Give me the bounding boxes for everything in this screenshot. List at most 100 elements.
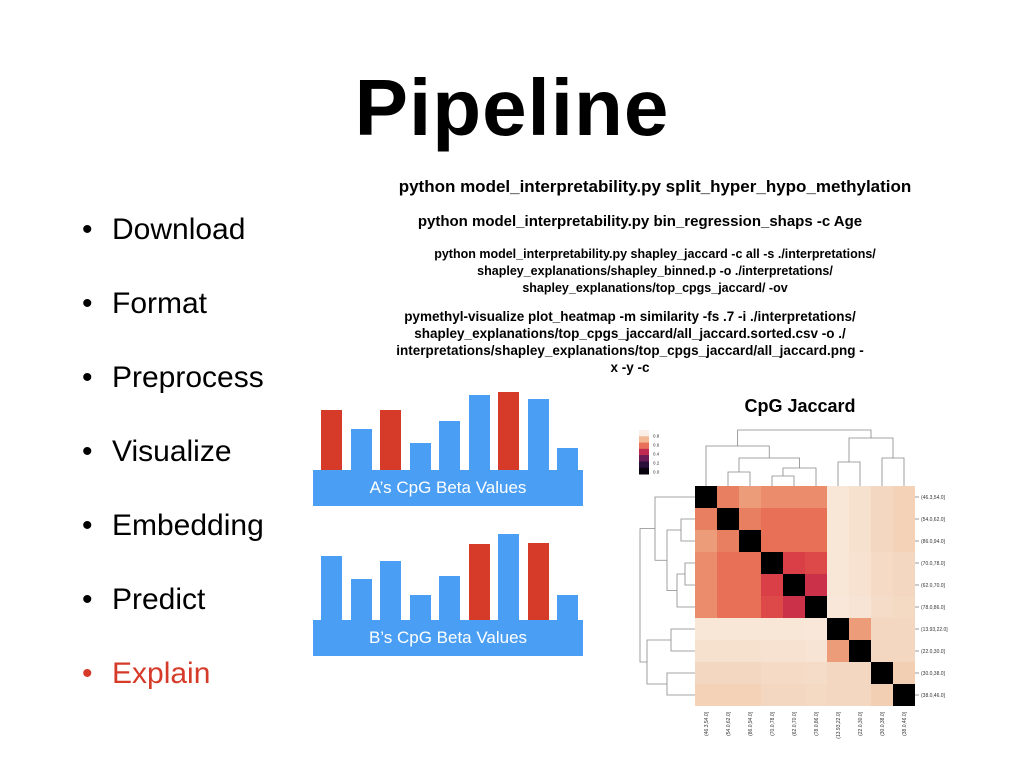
heatmap-cell bbox=[739, 574, 761, 596]
heatmap-cell bbox=[695, 486, 717, 508]
heatmap-cell bbox=[717, 508, 739, 530]
dendrogram-top-link bbox=[727, 471, 751, 486]
command-split-hyper-hypo: python model_interpretability.py split_h… bbox=[398, 177, 912, 196]
heatmap-cell bbox=[739, 552, 761, 574]
heatmap-cell bbox=[805, 486, 827, 508]
heatmap-cell bbox=[695, 552, 717, 574]
bullet-dot-icon: • bbox=[82, 509, 93, 542]
heatmap-cell bbox=[761, 508, 783, 530]
heatmap-cell bbox=[827, 662, 849, 684]
a-cpg-beta-label: A’s CpG Beta Values bbox=[313, 470, 583, 506]
bullet-label: Preprocess bbox=[112, 361, 264, 394]
heatmap-cell bbox=[893, 486, 915, 508]
command-line: interpretations/shapley_explanations/top… bbox=[396, 343, 864, 358]
heatmap-cell bbox=[717, 662, 739, 684]
dendrogram-top-link bbox=[705, 445, 770, 486]
command-line: python model_interpretability.py shapley… bbox=[434, 247, 876, 261]
heatmap-cell bbox=[849, 640, 871, 662]
b-cpg-bar bbox=[527, 543, 549, 620]
heatmap-cell bbox=[761, 618, 783, 640]
heatmap-cell bbox=[805, 684, 827, 706]
b-cpg-bar bbox=[468, 544, 490, 620]
heatmap-cell bbox=[695, 662, 717, 684]
heatmap-cell bbox=[849, 662, 871, 684]
heatmap-cell bbox=[849, 552, 871, 574]
heatmap-cell bbox=[761, 596, 783, 618]
heatmap-col-label: (13.93,22.0] bbox=[836, 711, 842, 738]
heatmap-cell bbox=[739, 508, 761, 530]
heatmap-cell bbox=[695, 530, 717, 552]
heatmap-cell bbox=[805, 552, 827, 574]
bullet-label: Visualize bbox=[112, 435, 232, 468]
bullet-label: Download bbox=[112, 213, 246, 246]
b-cpg-bar bbox=[380, 561, 401, 620]
heatmap-cell bbox=[849, 684, 871, 706]
command-line: shapley_explanations/top_cpgs_jaccard/al… bbox=[414, 326, 846, 341]
heatmap-cell bbox=[805, 618, 827, 640]
colorbar-tick-label: 0.0 bbox=[653, 470, 660, 475]
colorbar-tick-label: 0.4 bbox=[653, 452, 660, 457]
heatmap-cell bbox=[893, 640, 915, 662]
heatmap-cell bbox=[827, 508, 849, 530]
command-line: shapley_explanations/top_cpgs_jaccard/ -… bbox=[522, 281, 788, 295]
heatmap-cell bbox=[783, 552, 805, 574]
a-cpg-bar bbox=[321, 410, 342, 470]
heatmap-cell bbox=[761, 574, 783, 596]
heatmap-cell bbox=[893, 508, 915, 530]
heatmap-cell bbox=[893, 618, 915, 640]
heatmap-cell bbox=[695, 574, 717, 596]
bullet-item-visualize: • Visualize bbox=[82, 430, 264, 504]
heatmap-cell bbox=[871, 574, 893, 596]
heatmap-row-label: (38.0,46.0] bbox=[921, 693, 946, 699]
heatmap-col-label: (62.0,70.0] bbox=[792, 711, 798, 736]
colorbar-band bbox=[639, 448, 649, 456]
heatmap-cell bbox=[827, 530, 849, 552]
colorbar-band bbox=[639, 467, 649, 475]
heatmap-cell bbox=[805, 530, 827, 552]
bullet-label: Predict bbox=[112, 583, 206, 616]
heatmap-cell bbox=[849, 618, 871, 640]
bullet-dot-icon: • bbox=[82, 361, 93, 394]
a-cpg-bar bbox=[350, 429, 372, 470]
heatmap-col-label: (78.0,86.0] bbox=[814, 711, 820, 736]
heatmap-cell bbox=[871, 684, 893, 706]
heatmap-cell bbox=[805, 574, 827, 596]
heatmap-title: CpG Jaccard bbox=[744, 396, 856, 416]
heatmap-cell bbox=[761, 662, 783, 684]
heatmap-cell bbox=[893, 684, 915, 706]
colorbar-tick-label: 0.6 bbox=[653, 443, 660, 448]
colorbar-tick-label: 0.2 bbox=[653, 461, 660, 466]
heatmap-cell bbox=[695, 508, 717, 530]
heatmap-cell bbox=[695, 596, 717, 618]
bullet-dot-icon: • bbox=[82, 287, 93, 320]
a-cpg-bar bbox=[498, 392, 519, 470]
heatmap-cell bbox=[761, 640, 783, 662]
heatmap-cell bbox=[849, 508, 871, 530]
heatmap-cell bbox=[717, 486, 739, 508]
heatmap-cell bbox=[805, 596, 827, 618]
dendrogram-left-link bbox=[639, 528, 655, 663]
a-cpg-beta-diagram: A’s CpG Beta Values bbox=[313, 390, 583, 506]
command-line: pymethyl-visualize plot_heatmap -m simil… bbox=[404, 309, 856, 324]
bullet-item-preprocess: • Preprocess bbox=[82, 356, 264, 430]
b-cpg-bar bbox=[557, 595, 578, 620]
bullet-item-format: • Format bbox=[82, 282, 264, 356]
heatmap-cell bbox=[827, 596, 849, 618]
heatmap-cell bbox=[717, 640, 739, 662]
heatmap-cell bbox=[783, 486, 805, 508]
heatmap-col-label: (54.0,62.0] bbox=[726, 711, 732, 736]
dendrogram-left-link bbox=[666, 529, 681, 591]
heatmap-row-label: (78.0,86.0] bbox=[921, 605, 946, 611]
bullet-dot-icon: • bbox=[82, 213, 93, 246]
heatmap-cell bbox=[739, 596, 761, 618]
heatmap-cell bbox=[783, 684, 805, 706]
heatmap-cell bbox=[761, 486, 783, 508]
heatmap-cell bbox=[849, 530, 871, 552]
heatmap-cell bbox=[827, 684, 849, 706]
heatmap-cell bbox=[805, 662, 827, 684]
heatmap-cell bbox=[695, 684, 717, 706]
command-line: x -y -c bbox=[610, 360, 650, 375]
heatmap-cell bbox=[805, 508, 827, 530]
heatmap-cell bbox=[717, 530, 739, 552]
heatmap-cell bbox=[783, 662, 805, 684]
